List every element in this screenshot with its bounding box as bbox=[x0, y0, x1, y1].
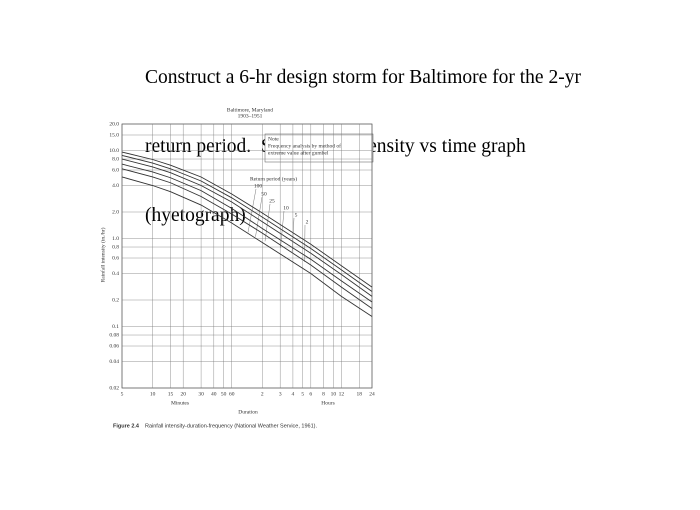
y-tick-label: 1.0 bbox=[112, 236, 119, 242]
x-tick-label: 2 bbox=[261, 391, 264, 397]
x-tick-label: 60 bbox=[229, 391, 235, 397]
series-label: 10 bbox=[283, 205, 289, 211]
x-tick-label: 5 bbox=[121, 391, 124, 397]
legend-title: Return period (years) bbox=[250, 175, 297, 182]
question-line: Construct a 6-hr design storm for Baltim… bbox=[145, 67, 581, 88]
x-tick-label: 18 bbox=[357, 391, 363, 397]
y-axis-label: Rainfall intensity (in./hr) bbox=[99, 227, 106, 282]
y-tick-label: 0.2 bbox=[112, 297, 119, 303]
idf-curve bbox=[121, 176, 373, 317]
y-tick-label: 0.6 bbox=[112, 255, 119, 261]
y-tick-label: 0.1 bbox=[112, 324, 119, 330]
series-label: 5 bbox=[295, 212, 298, 218]
caption-number: Figure 2.4 bbox=[113, 423, 140, 429]
question: Construct a 6-hr design storm for Baltim… bbox=[145, 20, 581, 273]
x-tick-label: 20 bbox=[180, 391, 186, 397]
label-leader bbox=[280, 210, 285, 248]
x-tick-label: 5 bbox=[301, 391, 304, 397]
y-tick-label: 20.0 bbox=[109, 121, 119, 127]
series-label: 2 bbox=[306, 219, 309, 225]
caption-text: Rainfall intensity-duration-frequency (N… bbox=[145, 423, 317, 429]
y-tick-label: 0.02 bbox=[109, 385, 119, 391]
x-tick-label: 6 bbox=[309, 391, 312, 397]
series-label: 50 bbox=[261, 191, 267, 197]
y-tick-label: 0.08 bbox=[109, 332, 119, 338]
y-tick-label: 4.0 bbox=[112, 183, 119, 189]
figure-subtitle: 1903–1951 bbox=[238, 113, 263, 119]
note: extreme value after gumbel bbox=[268, 149, 329, 156]
y-tick-label: 2.0 bbox=[112, 209, 119, 215]
x-tick-label: 40 bbox=[211, 391, 217, 397]
y-tick-label: 0.8 bbox=[112, 244, 119, 250]
idf-curve bbox=[121, 163, 373, 303]
x-tick-label: 24 bbox=[369, 391, 375, 397]
label-leader bbox=[291, 217, 295, 253]
note: Note bbox=[268, 136, 279, 142]
note-box bbox=[264, 133, 374, 163]
idf-curve bbox=[121, 154, 373, 292]
series-label: 100 bbox=[254, 183, 263, 189]
x-tick-label: 15 bbox=[168, 391, 174, 397]
x-tick-label: 3 bbox=[279, 391, 282, 397]
x-hours-label: Hours bbox=[321, 400, 334, 406]
x-tick-label: 12 bbox=[339, 391, 345, 397]
x-minutes-label: Minutes bbox=[171, 400, 189, 406]
idf-curve bbox=[121, 151, 373, 288]
y-tick-label: 8.0 bbox=[112, 156, 119, 162]
y-tick-label: 10.0 bbox=[109, 148, 119, 154]
figure-title: Baltimore, Maryland bbox=[227, 107, 273, 113]
x-tick-label: 10 bbox=[331, 391, 337, 397]
y-tick-label: 0.4 bbox=[112, 271, 119, 277]
question-line: (hyetograph) bbox=[145, 205, 246, 226]
label-leader bbox=[304, 224, 306, 262]
x-tick-label: 8 bbox=[322, 391, 325, 397]
y-tick-label: 6.0 bbox=[112, 167, 119, 173]
x-axis-label: Duration bbox=[238, 409, 258, 415]
plot-frame bbox=[121, 123, 373, 389]
idf-curve bbox=[121, 158, 373, 297]
y-tick-label: 0.06 bbox=[109, 343, 119, 349]
y-tick-label: 15.0 bbox=[109, 132, 119, 138]
x-tick-label: 4 bbox=[292, 391, 295, 397]
x-tick-label: 30 bbox=[198, 391, 204, 397]
x-tick-label: 50 bbox=[221, 391, 227, 397]
series-label: 25 bbox=[269, 198, 275, 204]
y-tick-label: 0.04 bbox=[109, 359, 119, 365]
idf-curve bbox=[121, 168, 373, 309]
x-tick-label: 10 bbox=[150, 391, 156, 397]
note: Frequency analysis by method of bbox=[268, 142, 341, 149]
